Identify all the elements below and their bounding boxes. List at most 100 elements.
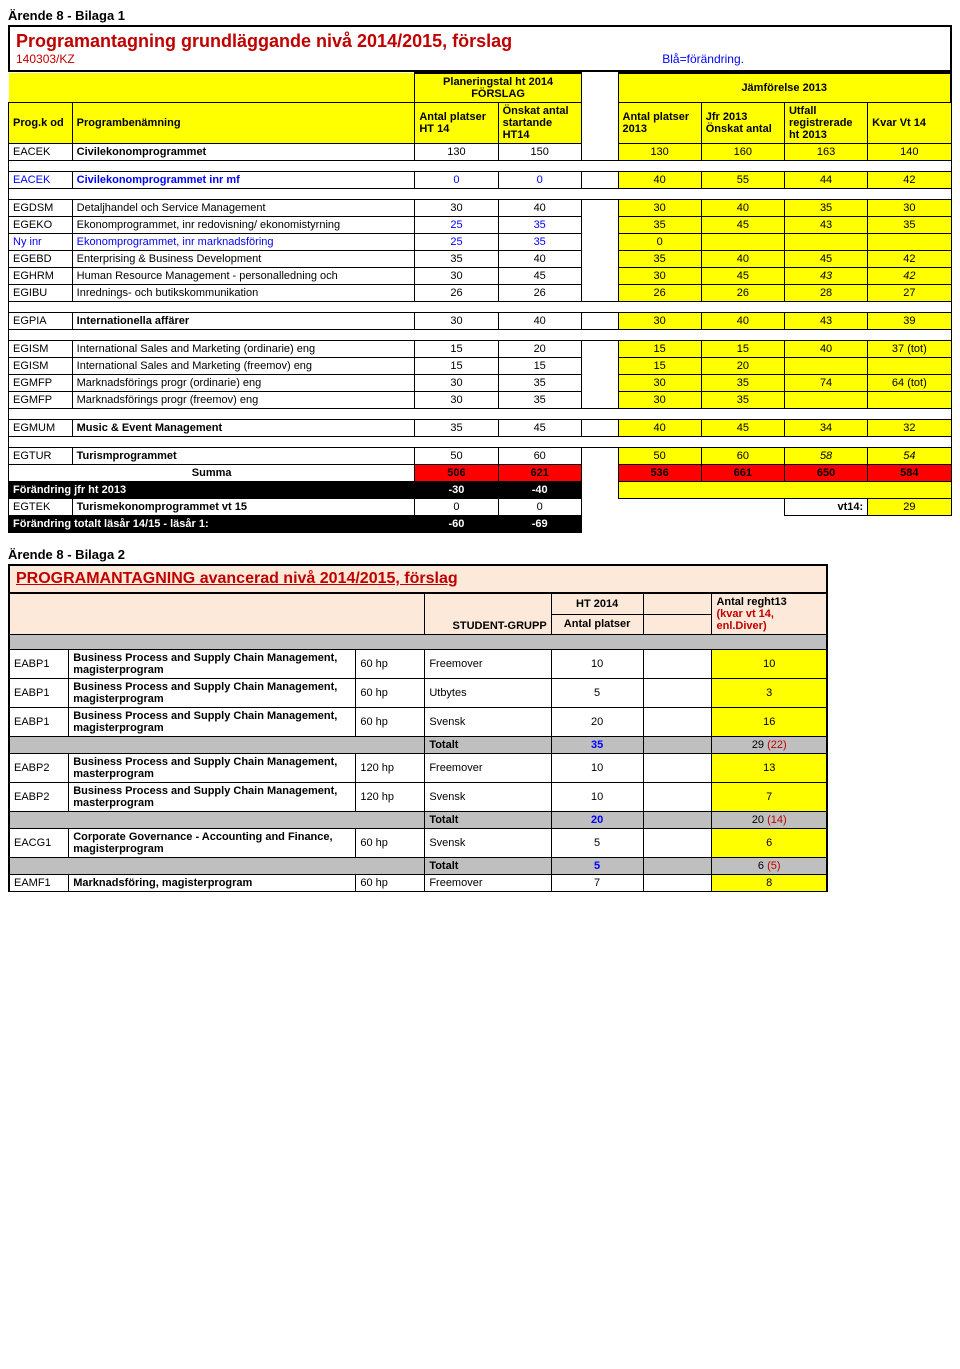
cell-utfall: 58 [784, 448, 867, 465]
totalt-platser: 5 [551, 858, 643, 875]
cell-jfr: 40 [701, 251, 784, 268]
section-2-title: PROGRAMANTAGNING avancerad nivå 2014/201… [16, 570, 458, 587]
cell-platser: 10 [551, 650, 643, 679]
cell-kvar: 27 [868, 285, 951, 302]
cell-jfr: 40 [701, 200, 784, 217]
cell-2013: 30 [618, 392, 701, 409]
summa-row: Summa 506 621 536 661 650 584 [9, 465, 952, 482]
cell-jfr: 55 [701, 172, 784, 189]
cell-hp: 120 hp [356, 783, 425, 812]
table-row: EGEBDEnterprising & Business Development… [9, 251, 952, 268]
col-student: STUDENT-GRUPP [425, 593, 551, 635]
summa-c: 536 [618, 465, 701, 482]
col-code: Prog.k od [9, 103, 73, 144]
cell-code: EGEKO [9, 217, 73, 234]
cell-kvar: 140 [868, 144, 951, 161]
cell-name: Ekonomprogrammet, inr marknadsföring [72, 234, 415, 251]
title-box: Programantagning grundläggande nivå 2014… [8, 25, 952, 72]
cell-kvar: 37 (tot) [868, 341, 951, 358]
cell-kvar [868, 392, 951, 409]
cell-code: EACG1 [9, 829, 69, 858]
cell-code: EACEK [9, 144, 73, 161]
cell-name: Ekonomprogrammet, inr redovisning/ ekono… [72, 217, 415, 234]
cell-onskat: 20 [498, 341, 581, 358]
totalt-reg: 6 (5) [712, 858, 827, 875]
table-row: Ny inrEkonomprogrammet, inr marknadsföri… [9, 234, 952, 251]
cell-jfr: 35 [701, 375, 784, 392]
col-kvar-note: (kvar vt 14, enl.Diver) [716, 608, 773, 632]
group-header-row: Planeringstal ht 2014 FÖRSLAG Jämförelse… [9, 73, 952, 103]
cell-code: EGEBD [9, 251, 73, 268]
cell-2013: 30 [618, 313, 701, 330]
cell-onskat: 35 [498, 392, 581, 409]
summa-d: 661 [701, 465, 784, 482]
cell-antal: 0 [415, 172, 498, 189]
cell-jfr: 45 [701, 217, 784, 234]
cell-group: Freemover [425, 875, 551, 892]
col-utfall: Utfall registrerade ht 2013 [784, 103, 867, 144]
cell-2013: 30 [618, 200, 701, 217]
cell-utfall [784, 392, 867, 409]
totalt-label: Totalt [425, 858, 551, 875]
cell-onskat: 35 [498, 217, 581, 234]
cell-antal: 50 [415, 448, 498, 465]
cell-name: Civilekonomprogrammet [72, 144, 415, 161]
section-2-table: PROGRAMANTAGNING avancerad nivå 2014/201… [8, 564, 828, 892]
cell-kvar: 35 [868, 217, 951, 234]
cell-code: EABP2 [9, 783, 69, 812]
cell-code: EABP1 [9, 650, 69, 679]
forandring-2-a: -60 [415, 516, 498, 533]
cell-group: Svensk [425, 708, 551, 737]
cell-2013: 40 [618, 420, 701, 437]
forandring-1-a: -30 [415, 482, 498, 499]
cell-kvar: 30 [868, 200, 951, 217]
cell-name: Inrednings- och butikskommunikation [72, 285, 415, 302]
cell-jfr [701, 234, 784, 251]
blue-legend: Blå=förändring. [662, 52, 744, 66]
cell-2013: 15 [618, 341, 701, 358]
cell-group: Svensk [425, 783, 551, 812]
cell-antal: 30 [415, 313, 498, 330]
cell-jfr: 26 [701, 285, 784, 302]
egtek-row: EGTEK Turismekonomprogrammet vt 15 0 0 v… [9, 499, 952, 516]
cell-code: EGMFP [9, 392, 73, 409]
cell-name: Turismprogrammet [72, 448, 415, 465]
cell-code: Ny inr [9, 234, 73, 251]
cell-antal: 35 [415, 251, 498, 268]
cell-name: Civilekonomprogrammet inr mf [72, 172, 415, 189]
cell-onskat: 60 [498, 448, 581, 465]
cell-2013: 35 [618, 251, 701, 268]
table-row: EGEKOEkonomprogrammet, inr redovisning/ … [9, 217, 952, 234]
table-row: EGMFPMarknadsförings progr (ordinarie) e… [9, 375, 952, 392]
cell-hp: 60 hp [356, 829, 425, 858]
section-2-header-row: STUDENT-GRUPP HT 2014 Antal reght13 (kva… [9, 593, 827, 614]
cell-antal: 15 [415, 358, 498, 375]
cell-2013: 50 [618, 448, 701, 465]
egtek-b: 0 [498, 499, 581, 516]
totalt-platser: 20 [551, 812, 643, 829]
cell-platser: 5 [551, 829, 643, 858]
cell-jfr: 35 [701, 392, 784, 409]
cell-code: EGHRM [9, 268, 73, 285]
table-row: EGMFPMarknadsförings progr (freemov) eng… [9, 392, 952, 409]
cell-group: Utbytes [425, 679, 551, 708]
column-header-row: Prog.k od Programbenämning Antal platser… [9, 103, 952, 144]
main-title: Programantagning grundläggande nivå 2014… [16, 31, 944, 52]
table-row: EGISMInternational Sales and Marketing (… [9, 358, 952, 375]
table-row: EABP1Business Process and Supply Chain M… [9, 650, 827, 679]
cell-onskat: 15 [498, 358, 581, 375]
cell-reg: 6 [712, 829, 827, 858]
cell-antal: 30 [415, 268, 498, 285]
cell-code: EABP1 [9, 708, 69, 737]
summa-e: 650 [784, 465, 867, 482]
cell-2013: 30 [618, 268, 701, 285]
cell-code: EGTUR [9, 448, 73, 465]
cell-name: Business Process and Supply Chain Manage… [69, 754, 356, 783]
cell-name: Marknadsförings progr (ordinarie) eng [72, 375, 415, 392]
cell-group: Freemover [425, 754, 551, 783]
cell-code: EABP1 [9, 679, 69, 708]
main-table: Planeringstal ht 2014 FÖRSLAG Jämförelse… [8, 72, 952, 533]
cell-antal: 25 [415, 217, 498, 234]
cell-kvar [868, 358, 951, 375]
cell-hp: 60 hp [356, 650, 425, 679]
